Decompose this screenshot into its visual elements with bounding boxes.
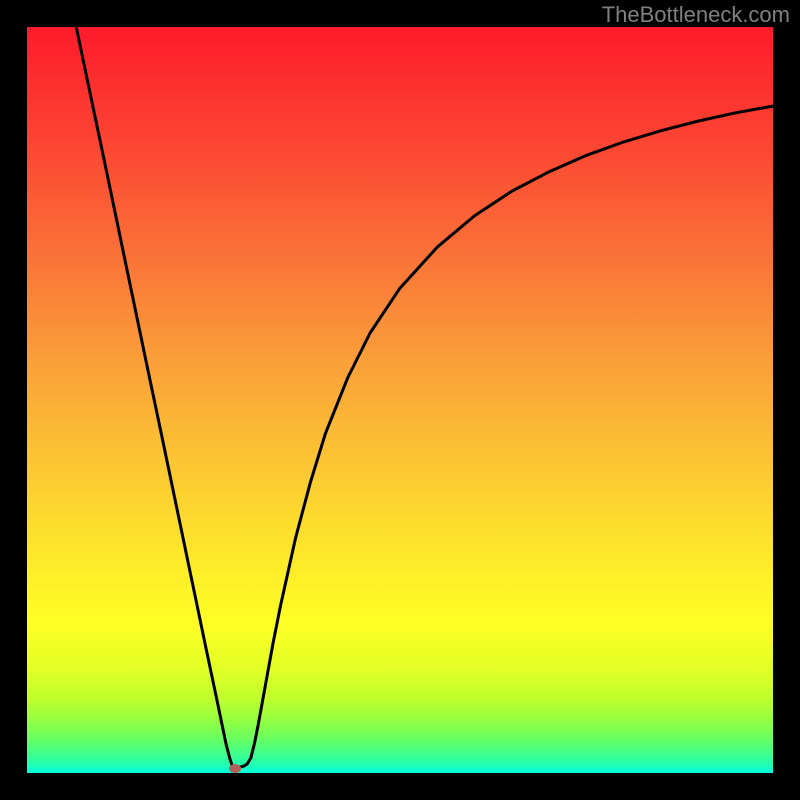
minimum-marker	[229, 764, 241, 773]
chart-svg	[27, 27, 773, 773]
watermark-text: TheBottleneck.com	[602, 2, 790, 28]
plot-area	[27, 27, 773, 773]
gradient-background	[27, 27, 773, 773]
chart-root: TheBottleneck.com	[0, 0, 800, 800]
